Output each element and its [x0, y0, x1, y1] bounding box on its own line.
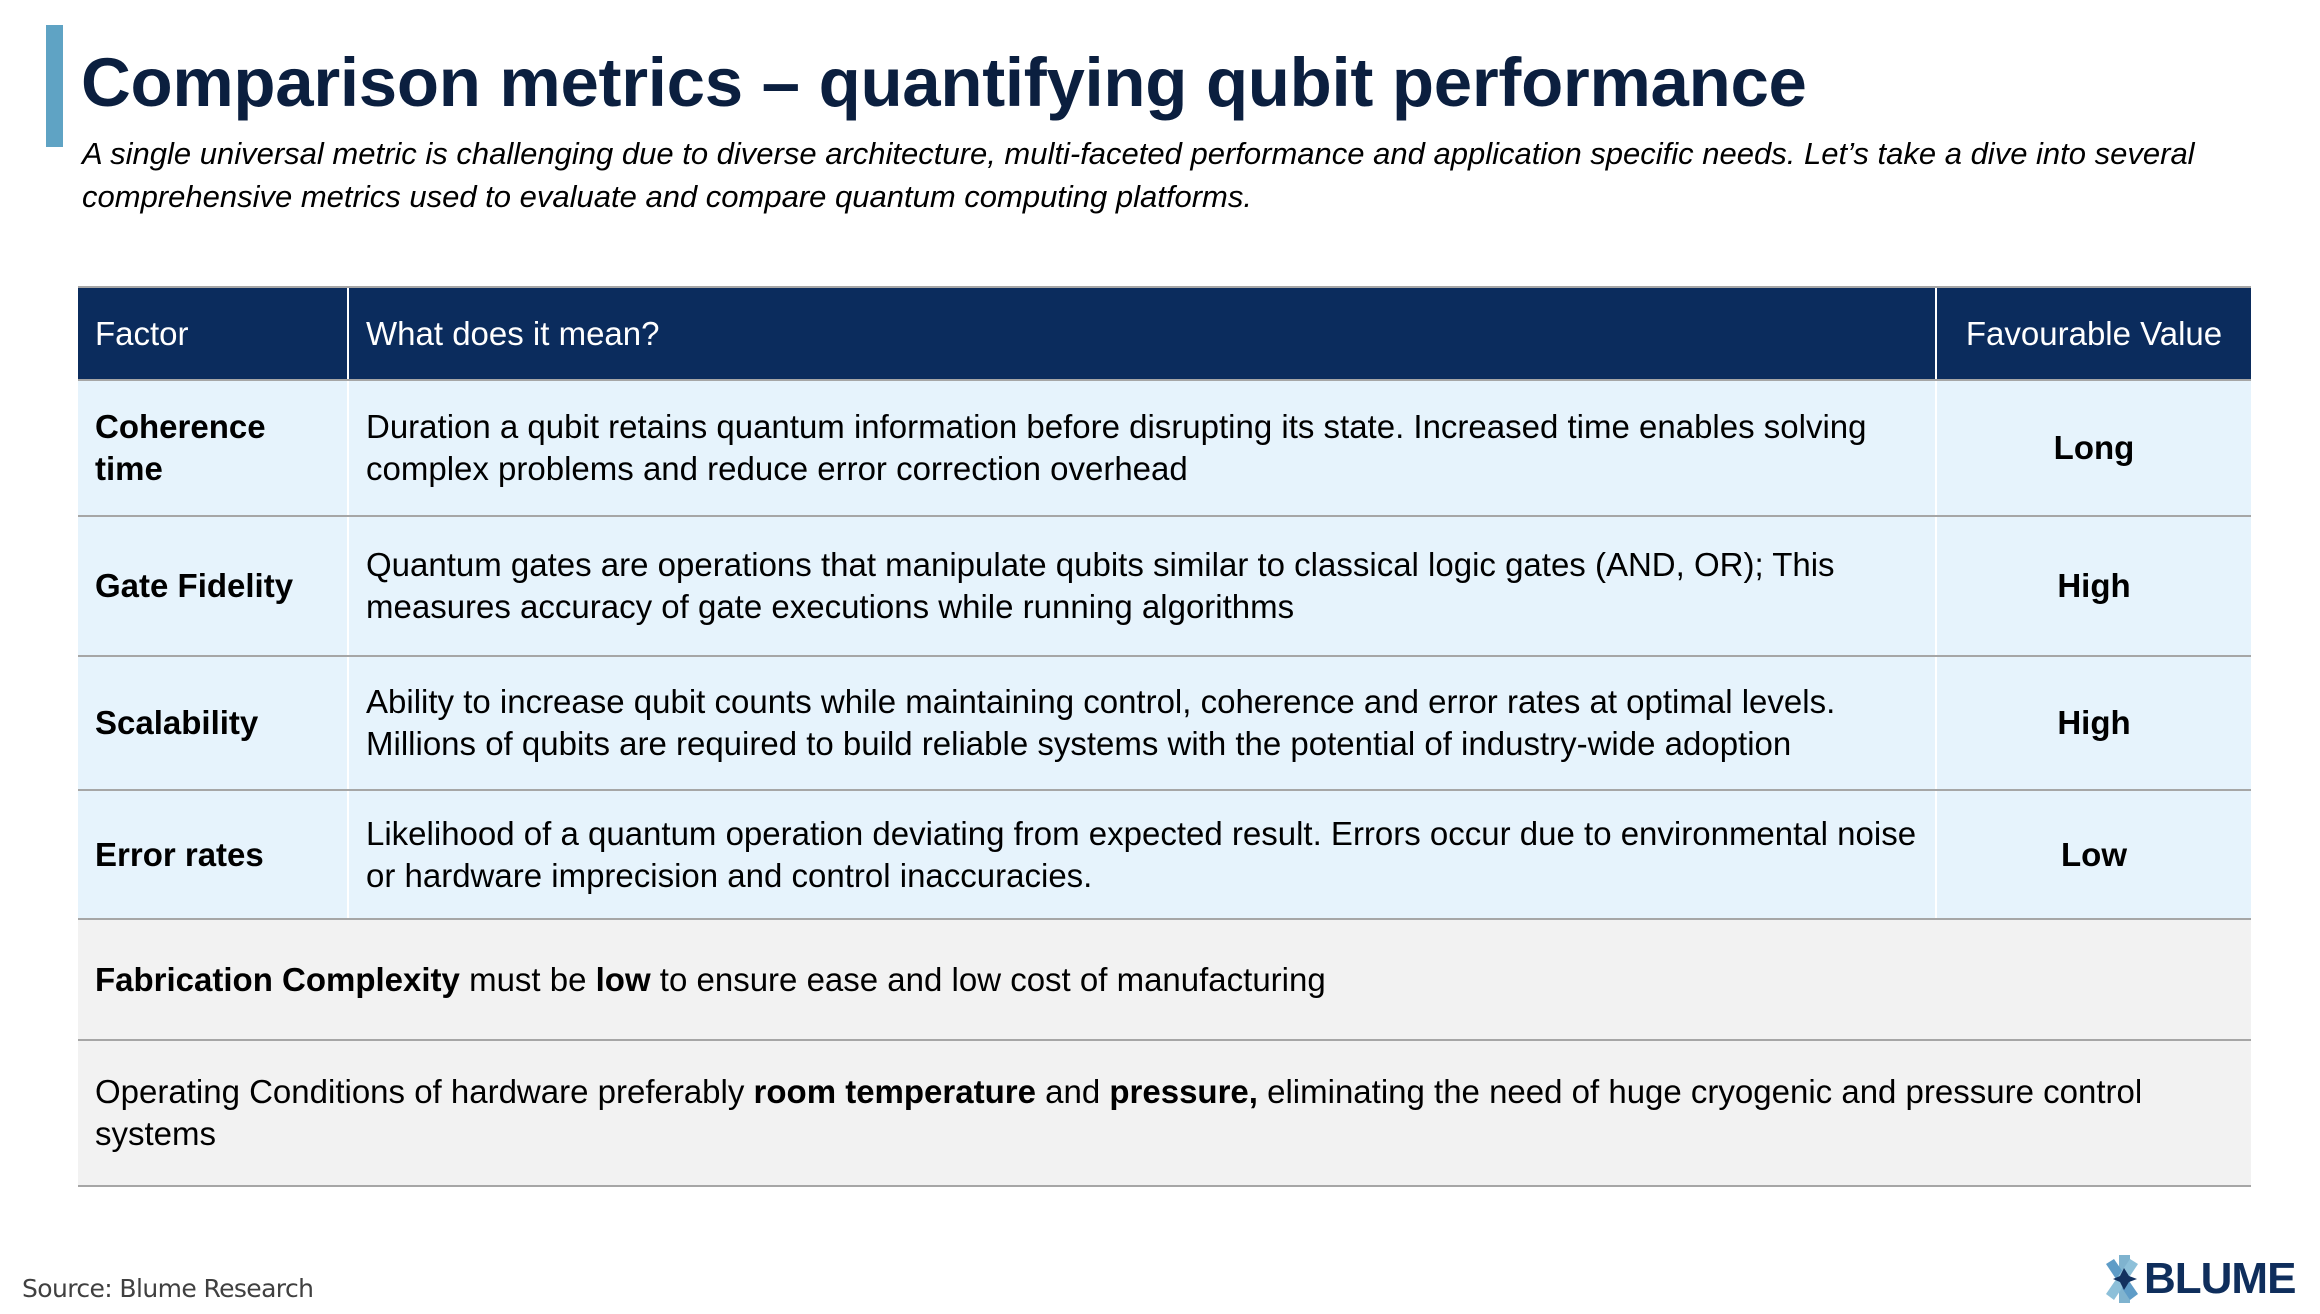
operating-conditions-note: Operating Conditions of hardware prefera…: [78, 1041, 2251, 1185]
fabrication-text: must be: [459, 960, 596, 998]
fabrication-note-row: Fabrication Complexity must be low to en…: [78, 920, 2251, 1041]
meaning-cell: Duration a qubit retains quantum informa…: [349, 381, 1937, 515]
table-row: Coherence time Duration a qubit retains …: [78, 381, 2251, 517]
operating-text-and: and: [1035, 1073, 1110, 1110]
comparison-metrics-table: Factor What does it mean? Favourable Val…: [78, 286, 2251, 1187]
fabrication-emphasis-low: low: [595, 960, 651, 998]
operating-conditions-note-row: Operating Conditions of hardware prefera…: [78, 1041, 2251, 1187]
factor-cell: Coherence time: [78, 381, 349, 515]
meaning-cell: Likelihood of a quantum operation deviat…: [349, 791, 1937, 918]
factor-cell: Scalability: [78, 657, 349, 789]
favourable-value-cell: High: [2057, 704, 2131, 741]
column-header-meaning: What does it mean?: [349, 288, 1937, 379]
table-header-row: Factor What does it mean? Favourable Val…: [78, 288, 2251, 381]
meaning-cell: Ability to increase qubit counts while m…: [349, 657, 1937, 789]
factor-cell: Gate Fidelity: [78, 517, 349, 655]
fabrication-emphasis: Fabrication Complexity: [95, 960, 460, 998]
operating-emphasis-temperature: room temperature: [753, 1073, 1036, 1110]
fabrication-text-rest: to ensure ease and low cost of manufactu…: [650, 960, 1326, 998]
table-row: Error rates Likelihood of a quantum oper…: [78, 791, 2251, 920]
blume-star-icon: [2106, 1255, 2138, 1303]
favourable-value-cell: High: [2057, 567, 2131, 604]
factor-label: Coherence time: [95, 408, 266, 487]
operating-text-rest: eliminating the need of huge cryogenic a…: [95, 1073, 2143, 1152]
table-row: Scalability Ability to increase qubit co…: [78, 657, 2251, 791]
table-row: Gate Fidelity Quantum gates are operatio…: [78, 517, 2251, 657]
meaning-cell: Quantum gates are operations that manipu…: [349, 517, 1937, 655]
favourable-value-cell: Long: [2053, 429, 2135, 466]
blume-logo-text: BLUME: [2144, 1254, 2296, 1303]
factor-cell: Error rates: [78, 791, 349, 918]
page-subtitle: A single universal metric is challenging…: [82, 136, 2195, 214]
column-header-factor: Factor: [78, 288, 349, 379]
column-header-favourable-value: Favourable Value: [1965, 314, 2223, 352]
blume-logo: BLUME: [2104, 1254, 2296, 1304]
title-accent-bar: [46, 25, 63, 147]
fabrication-note: Fabrication Complexity must be low to en…: [78, 920, 2251, 1039]
operating-emphasis-pressure: pressure,: [1109, 1073, 1258, 1110]
favourable-value-cell: Low: [2061, 835, 2127, 873]
page-title: Comparison metrics – quantifying qubit p…: [81, 44, 1807, 121]
source-citation: Source: Blume Research: [22, 1274, 314, 1303]
operating-text: Operating Conditions of hardware prefera…: [95, 1073, 754, 1110]
